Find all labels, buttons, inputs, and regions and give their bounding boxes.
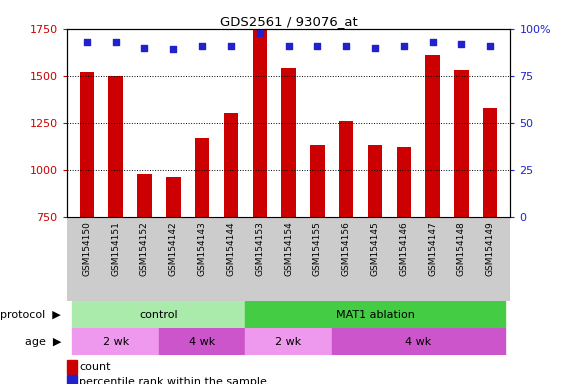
Bar xyxy=(245,301,505,328)
Point xyxy=(399,43,408,49)
Bar xyxy=(224,114,238,217)
Text: MAT1 ablation: MAT1 ablation xyxy=(336,310,415,320)
Text: GSM154151: GSM154151 xyxy=(111,221,120,276)
Text: age  ▶: age ▶ xyxy=(24,337,61,347)
Text: protocol  ▶: protocol ▶ xyxy=(0,310,61,320)
Point xyxy=(284,43,293,49)
Bar xyxy=(310,146,325,217)
Text: GSM154142: GSM154142 xyxy=(169,221,178,276)
Bar xyxy=(368,146,382,217)
Bar xyxy=(245,328,332,355)
Text: GSM154148: GSM154148 xyxy=(457,221,466,276)
Bar xyxy=(483,108,498,217)
Point xyxy=(82,39,92,45)
Bar xyxy=(252,29,267,217)
Bar xyxy=(108,76,123,217)
Point xyxy=(371,45,380,51)
Bar xyxy=(281,68,296,217)
Text: GSM154155: GSM154155 xyxy=(313,221,322,276)
Text: count: count xyxy=(79,362,111,372)
Text: percentile rank within the sample: percentile rank within the sample xyxy=(79,377,267,384)
Bar xyxy=(166,177,180,217)
Point xyxy=(255,30,264,36)
Text: GSM154154: GSM154154 xyxy=(284,221,293,276)
Text: GSM154153: GSM154153 xyxy=(255,221,264,276)
Bar xyxy=(137,174,152,217)
Text: GSM154144: GSM154144 xyxy=(226,221,235,276)
Bar xyxy=(397,147,411,217)
Point xyxy=(226,43,235,49)
Text: GSM154152: GSM154152 xyxy=(140,221,149,276)
Point xyxy=(169,46,178,53)
Text: control: control xyxy=(140,310,178,320)
Bar xyxy=(79,72,94,217)
Text: 4 wk: 4 wk xyxy=(189,337,215,347)
Text: GSM154156: GSM154156 xyxy=(342,221,351,276)
Point xyxy=(457,41,466,47)
Point xyxy=(313,43,322,49)
Text: 4 wk: 4 wk xyxy=(405,337,432,347)
Text: GSM154149: GSM154149 xyxy=(485,221,495,276)
Text: GSM154150: GSM154150 xyxy=(82,221,92,276)
Text: GSM154143: GSM154143 xyxy=(198,221,206,276)
Bar xyxy=(339,121,353,217)
Point xyxy=(140,45,149,51)
Bar xyxy=(195,138,209,217)
Text: GSM154147: GSM154147 xyxy=(428,221,437,276)
Bar xyxy=(72,301,245,328)
Point xyxy=(428,39,437,45)
Title: GDS2561 / 93076_at: GDS2561 / 93076_at xyxy=(220,15,357,28)
Text: GSM154146: GSM154146 xyxy=(399,221,408,276)
Point xyxy=(197,43,206,49)
Bar xyxy=(454,70,469,217)
Point xyxy=(111,39,120,45)
Bar xyxy=(425,55,440,217)
Bar xyxy=(72,328,159,355)
Text: 2 wk: 2 wk xyxy=(276,337,302,347)
Bar xyxy=(159,328,245,355)
Text: 2 wk: 2 wk xyxy=(103,337,129,347)
Text: GSM154145: GSM154145 xyxy=(371,221,379,276)
Bar xyxy=(332,328,505,355)
Point xyxy=(342,43,351,49)
Point xyxy=(485,43,495,49)
